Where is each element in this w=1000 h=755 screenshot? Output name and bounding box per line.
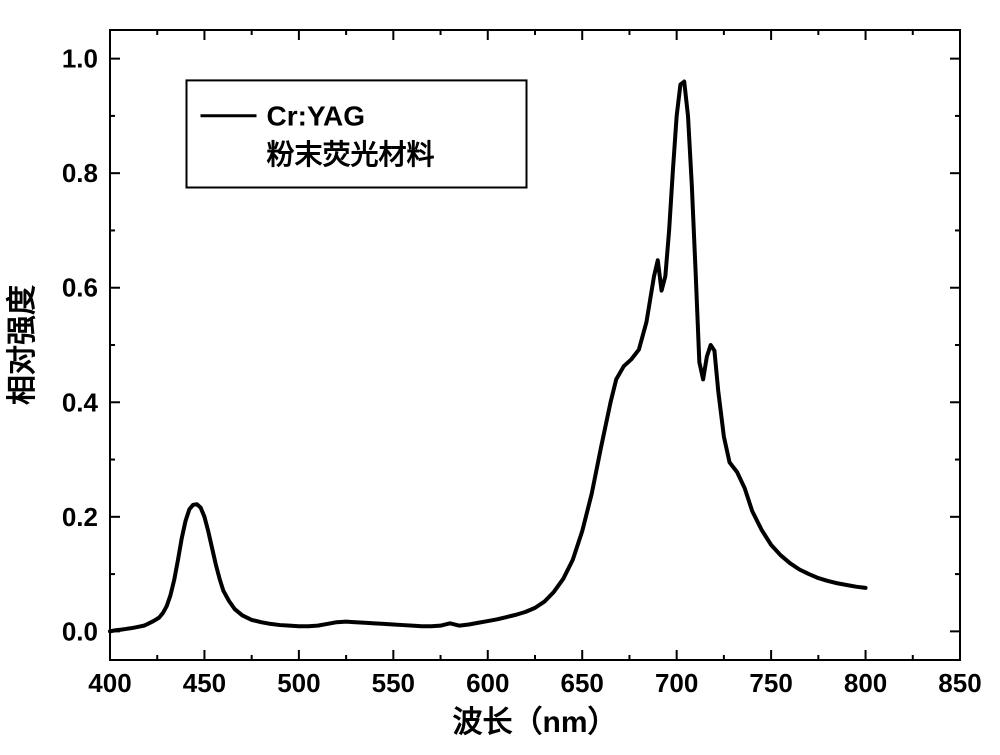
svg-text:550: 550 <box>372 668 415 698</box>
svg-text:700: 700 <box>655 668 698 698</box>
legend-line2: 粉末荧光材料 <box>267 139 435 170</box>
svg-text:500: 500 <box>277 668 320 698</box>
spectrum-chart: 400 450 500 550 600 650 700 750 800 850 波长（nm） 0.0 0… <box>0 0 1000 750</box>
legend-line1: Cr:YAG <box>267 101 366 132</box>
svg-text:600: 600 <box>466 668 509 698</box>
svg-text:750: 750 <box>749 668 792 698</box>
svg-text:800: 800 <box>844 668 887 698</box>
svg-text:0.8: 0.8 <box>62 158 98 188</box>
svg-text:1.0: 1.0 <box>62 44 98 74</box>
svg-text:400: 400 <box>88 668 131 698</box>
y-axis-label: 相对强度 <box>6 285 39 405</box>
legend-box <box>187 80 527 187</box>
svg-text:0.4: 0.4 <box>62 387 99 417</box>
svg-text:650: 650 <box>561 668 604 698</box>
svg-text:850: 850 <box>938 668 981 698</box>
svg-text:450: 450 <box>183 668 226 698</box>
svg-text:0.0: 0.0 <box>62 616 98 646</box>
svg-text:0.6: 0.6 <box>62 273 98 303</box>
svg-text:0.2: 0.2 <box>62 502 98 532</box>
x-axis-label: 波长（nm） <box>453 705 618 739</box>
chart-svg: 400 450 500 550 600 650 700 750 800 850 波长（nm） 0.0 0… <box>0 0 1000 750</box>
